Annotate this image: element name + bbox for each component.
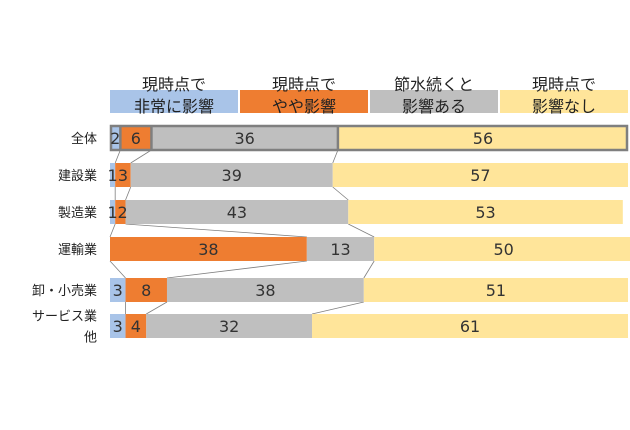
bar-segment [348, 200, 623, 224]
connector-line [146, 301, 168, 315]
bar-segment [151, 126, 338, 150]
bar-segment [110, 278, 126, 302]
bar-segment [363, 278, 628, 302]
value-label: 3 [113, 317, 123, 336]
bar-segment [312, 314, 628, 338]
connector-line [332, 186, 349, 201]
value-label: 39 [222, 166, 242, 185]
bar-segment [115, 163, 131, 187]
bar-segment [120, 126, 152, 150]
bar-segment [110, 163, 116, 187]
bar-segment [110, 314, 126, 338]
legend-label: 非常に影響 [134, 97, 214, 116]
connector-line [130, 149, 152, 164]
connector-line [348, 223, 375, 238]
bar-segment [115, 200, 126, 224]
value-label: 36 [235, 129, 255, 148]
connector-line [363, 260, 375, 279]
bar-segment [332, 163, 628, 187]
value-label: 3 [118, 166, 128, 185]
bar-segment [110, 237, 307, 261]
legend-label: 節水続くと [394, 75, 474, 94]
legend-label: 影響ある [402, 97, 466, 116]
category-label: 全体 [71, 131, 97, 147]
legend-swatch [370, 90, 498, 113]
category-label: 建設業 [58, 168, 97, 184]
connector-lines [109, 149, 375, 315]
value-label: 38 [198, 240, 218, 259]
value-label: 3 [113, 281, 123, 300]
legend-label: 現時点で [272, 75, 336, 94]
value-label: 32 [219, 317, 239, 336]
connector-line [125, 186, 132, 201]
legend-label: やや影響 [272, 97, 336, 116]
value-label: 38 [255, 281, 275, 300]
value-label: 51 [486, 281, 506, 300]
value-label: 57 [470, 166, 490, 185]
connector-line [166, 260, 307, 279]
value-label: 56 [473, 129, 493, 148]
value-label: 8 [141, 281, 151, 300]
bar-segment [374, 237, 630, 261]
legend-swatch [500, 90, 628, 113]
value-label: 50 [494, 240, 514, 259]
category-label: 他 [84, 331, 97, 346]
value-label: 13 [330, 240, 350, 259]
bar-segment [125, 314, 147, 338]
bar-segment [130, 163, 333, 187]
value-label: 1 [107, 166, 117, 185]
category-label: 卸・小売業 [32, 283, 97, 299]
bar-segment [306, 237, 375, 261]
category-label: 運輸業 [58, 242, 97, 258]
value-label: 43 [227, 203, 247, 222]
connector-line [332, 149, 339, 164]
value-label: 2 [117, 203, 127, 222]
connector-line [109, 223, 116, 238]
legend-label: 影響なし [532, 97, 596, 116]
legend-swatch [240, 90, 368, 113]
value-label: 2 [110, 129, 120, 148]
legend-label: 現時点で [142, 75, 206, 94]
connector-line [125, 223, 307, 238]
legend-label: 現時点で [532, 75, 596, 94]
connector-line [311, 301, 364, 315]
value-label: 1 [107, 203, 117, 222]
value-label: 53 [475, 203, 495, 222]
value-label: 6 [131, 129, 141, 148]
bar-segment [125, 278, 167, 302]
legend-swatch [110, 90, 238, 113]
bar-segment [337, 126, 628, 150]
row-highlight-frame [109, 124, 629, 152]
connector-line [109, 260, 126, 279]
connector-line [114, 149, 121, 164]
value-label: 61 [460, 317, 480, 336]
bar-segment [146, 314, 313, 338]
bar-segment [166, 278, 364, 302]
bar-segment [125, 200, 349, 224]
bar-segment [110, 126, 121, 150]
bars [109, 124, 630, 338]
bar-segment [110, 200, 116, 224]
value-label: 4 [131, 317, 141, 336]
category-label: サービス業 [32, 309, 97, 325]
category-label: 製造業 [58, 205, 97, 221]
